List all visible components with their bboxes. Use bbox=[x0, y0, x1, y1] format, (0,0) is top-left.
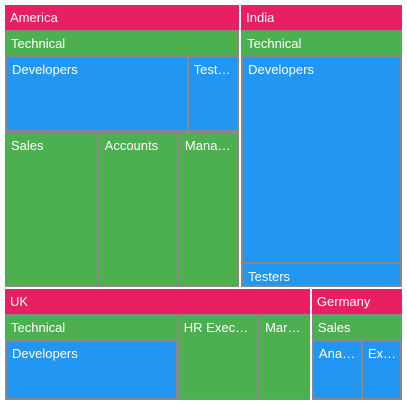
country-india-label: India bbox=[246, 10, 275, 25]
country-america-group-technical-leaf-testers-label: Testers bbox=[193, 62, 235, 77]
country-germany-group-sales-leaf-analysts-label: Analysts bbox=[318, 345, 358, 361]
country-america-group-sales-label: Sales bbox=[11, 137, 44, 153]
country-india-group-technical-label: Technical bbox=[247, 36, 302, 51]
country-uk-group-marketing[interactable]: Marketing bbox=[259, 313, 310, 400]
country-america-group-management-label: Management bbox=[184, 137, 235, 153]
country-america-group-accounts[interactable]: Accounts bbox=[98, 131, 179, 287]
country-america-group-technical-leaf-developers[interactable]: Developers bbox=[6, 56, 188, 131]
country-uk-group-hr-executives-label: HR Executives bbox=[183, 319, 256, 335]
country-uk-group-hr-executives[interactable]: HR Executives bbox=[177, 313, 260, 400]
country-america-group-technical-leaf-developers-label: Developers bbox=[12, 62, 78, 77]
country-america-group-technical-label: Technical bbox=[11, 36, 66, 51]
country-america-group-accounts-label: Accounts bbox=[104, 137, 159, 153]
country-germany-group-sales-leaf-executives-label: Executives bbox=[367, 345, 397, 361]
country-uk-group-technical-label: Technical bbox=[11, 319, 66, 335]
country-germany-group-sales-leaf-executives[interactable]: Executives bbox=[361, 339, 401, 399]
country-america-label: America bbox=[10, 10, 58, 25]
country-germany-group-sales-label: Sales bbox=[317, 319, 351, 335]
country-uk-group-technical-leaf-developers[interactable]: Developers bbox=[6, 339, 177, 399]
country-india-group-technical-leaf-developers[interactable]: Developers bbox=[242, 56, 401, 263]
country-uk-group-marketing-label: Marketing bbox=[265, 319, 306, 335]
country-india-group-technical-leaf-testers-label: Testers bbox=[248, 268, 291, 284]
country-india-group-technical-leaf-testers[interactable]: Testers bbox=[242, 262, 401, 286]
country-uk-label: UK bbox=[10, 293, 29, 309]
country-america-group-sales[interactable]: Sales bbox=[5, 131, 99, 287]
country-germany-label: Germany bbox=[316, 293, 371, 309]
country-germany-group-sales-leaf-analysts[interactable]: Analysts bbox=[312, 339, 362, 399]
country-india-group-technical-leaf-developers-label: Developers bbox=[248, 62, 314, 77]
country-uk-group-technical-leaf-developers-label: Developers bbox=[12, 345, 78, 361]
country-america-group-technical-leaf-testers[interactable]: Testers bbox=[187, 56, 239, 131]
country-america-group-management[interactable]: Management bbox=[178, 131, 240, 287]
